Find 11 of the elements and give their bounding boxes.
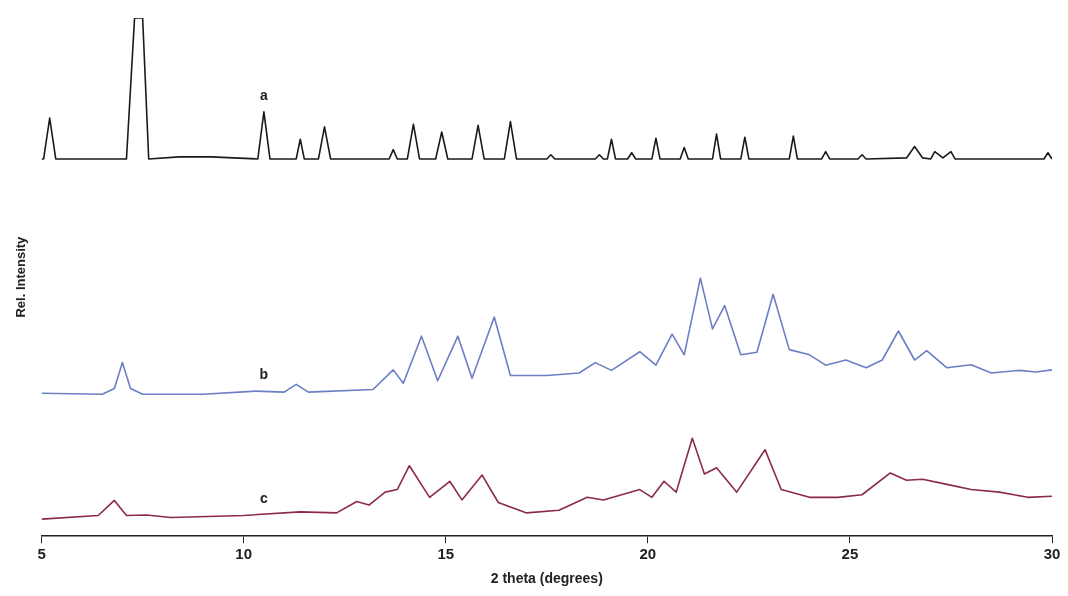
x-tick-label: 30	[1043, 545, 1061, 563]
x-tick-label: 15	[437, 545, 455, 563]
series-label: b	[259, 366, 269, 383]
y-axis-title: Rel. Intensity	[13, 235, 29, 318]
series-label: c	[259, 490, 268, 507]
x-tick-label: 25	[841, 545, 859, 563]
x-tick-label: 5	[37, 545, 46, 563]
x-axis-title: 2 theta (degrees)	[490, 570, 603, 587]
x-tick-label: 10	[235, 545, 253, 563]
series-label: a	[259, 86, 268, 103]
x-tick-label: 20	[639, 545, 657, 563]
